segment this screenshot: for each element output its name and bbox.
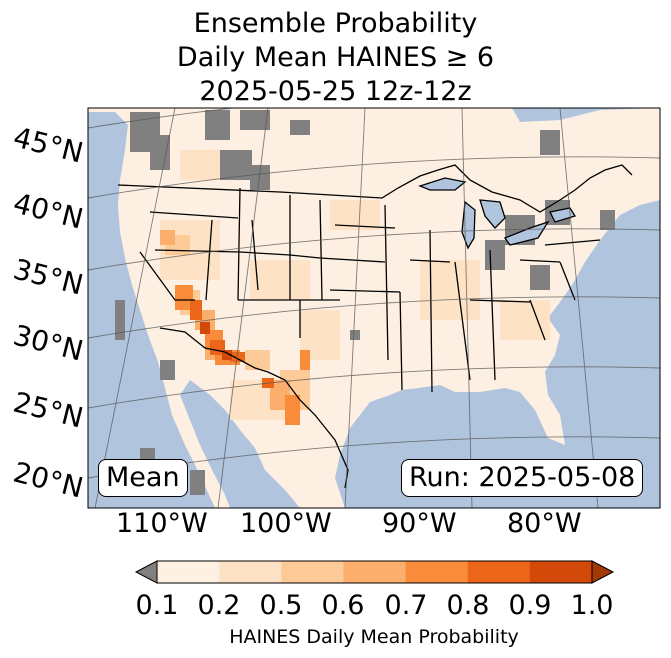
missing-data-cell <box>290 120 310 135</box>
missing-data-cell <box>250 165 270 190</box>
colorbar-segment <box>281 561 344 583</box>
probability-cell <box>160 230 175 245</box>
colorbar-label: HAINES Daily Mean Probability <box>229 626 519 648</box>
missing-data-cell <box>540 130 560 155</box>
colorbar-tick: 0.8 <box>446 590 490 621</box>
run-label-box: Run: 2025-05-08 <box>401 459 644 498</box>
probability-cell <box>200 322 210 334</box>
probability-cell <box>500 300 550 340</box>
map-frame <box>87 107 661 509</box>
title-line-3: 2025-05-25 12z-12z <box>199 76 472 107</box>
colorbar-tick: 0.9 <box>508 590 552 621</box>
title-line-1: Ensemble Probability <box>193 8 478 39</box>
colorbar-tick: 0.6 <box>321 590 365 621</box>
probability-cell <box>175 285 193 310</box>
probability-cell <box>180 150 220 180</box>
missing-data-cell <box>485 240 505 270</box>
stat-label-box: Mean <box>98 459 188 498</box>
colorbar-segment <box>529 561 593 583</box>
colorbar-tick: 0.1 <box>135 590 179 621</box>
missing-data-cell <box>160 360 175 380</box>
lon-label-90: 90°W <box>382 508 457 539</box>
missing-data-cell <box>205 110 230 140</box>
missing-data-cell <box>600 210 615 230</box>
missing-data-cell <box>150 135 170 170</box>
colorbar-segment <box>467 561 531 583</box>
title-line-2: Daily Mean HAINES ≥ 6 <box>176 42 495 73</box>
probability-cell <box>285 395 300 425</box>
colorbar-tick: 0.2 <box>197 590 241 621</box>
missing-data-cell <box>115 300 125 340</box>
colorbar-under-arrow <box>136 561 157 583</box>
colorbar-over-arrow <box>592 561 613 583</box>
lon-label-80: 80°W <box>507 508 582 539</box>
missing-data-cell <box>190 470 205 495</box>
colorbar-tick: 1.0 <box>570 590 614 621</box>
lon-label-110: 110°W <box>116 508 208 539</box>
colorbar-segment <box>219 561 282 583</box>
missing-data-cell <box>240 110 270 130</box>
probability-cell <box>222 350 232 360</box>
colorbar-segment <box>405 561 469 583</box>
probability-cell <box>230 352 245 362</box>
lon-label-100: 100°W <box>240 508 332 539</box>
missing-data-cell <box>530 265 550 290</box>
probability-cell <box>190 300 202 320</box>
border-mexico <box>159 327 349 489</box>
map-area <box>88 108 660 508</box>
missing-data-cell <box>350 330 360 340</box>
probability-cell <box>420 260 480 320</box>
probability-cell <box>245 350 270 370</box>
probability-cell <box>300 350 310 370</box>
colorbar-segment <box>157 561 220 583</box>
probability-cell <box>250 260 310 300</box>
border-canada <box>117 164 633 213</box>
colorbar <box>134 560 615 584</box>
colorbar-tick: 0.7 <box>384 590 428 621</box>
colorbar-segment <box>343 561 407 583</box>
colorbar-tick: 0.5 <box>259 590 303 621</box>
